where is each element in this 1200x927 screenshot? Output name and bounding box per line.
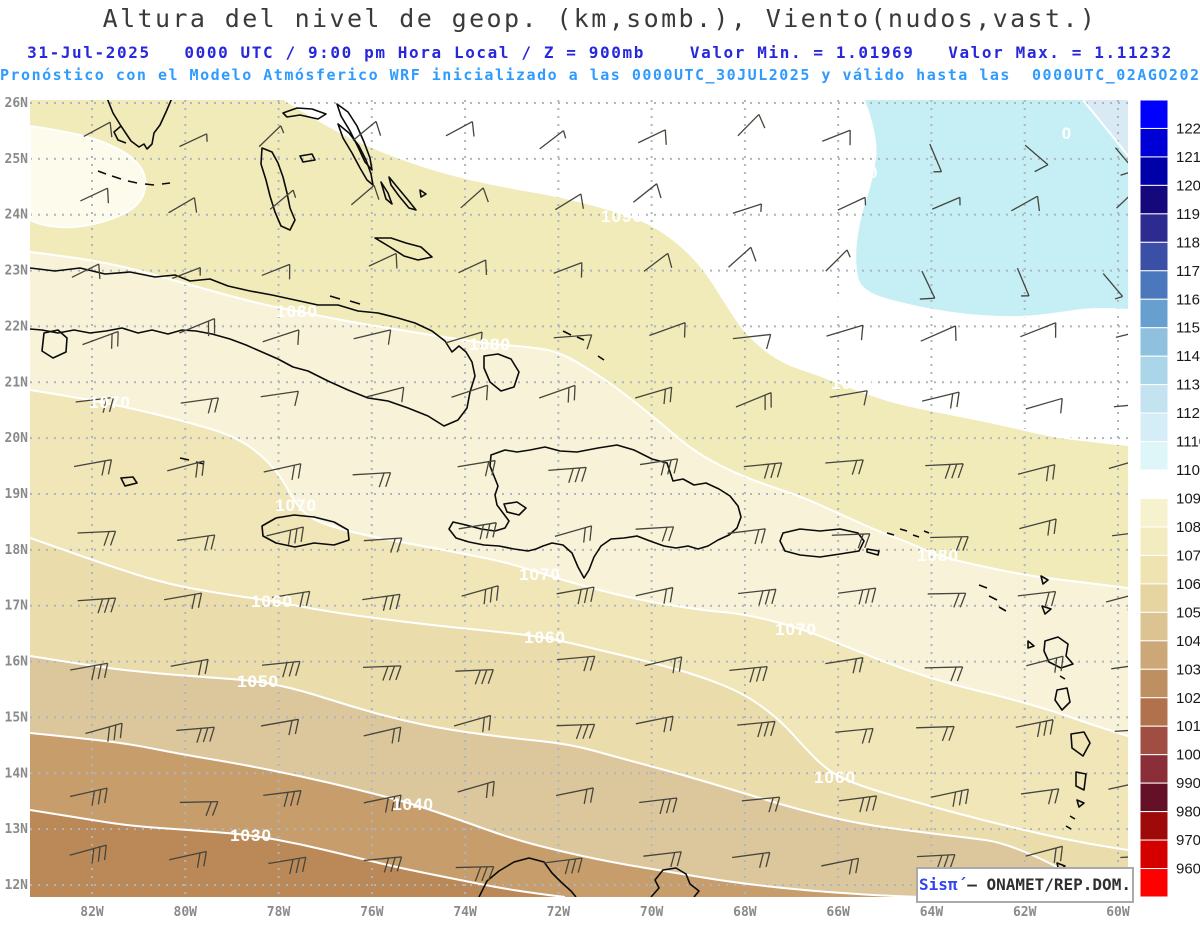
- watermark-brand: Sisπ́: [919, 875, 958, 894]
- svg-text:14N: 14N: [5, 766, 29, 781]
- svg-text:1070: 1070: [1176, 547, 1200, 564]
- svg-text:1080: 1080: [1176, 519, 1200, 536]
- colorbar: [1139, 99, 1169, 898]
- svg-text:970: 970: [1176, 832, 1200, 849]
- svg-text:1100: 1100: [838, 163, 879, 182]
- svg-text:1050: 1050: [1176, 604, 1200, 621]
- svg-text:1040: 1040: [392, 795, 434, 814]
- svg-text:1160: 1160: [1176, 291, 1200, 308]
- svg-text:1210: 1210: [1176, 149, 1200, 166]
- svg-text:1100: 1100: [834, 295, 875, 314]
- svg-text:24N: 24N: [5, 208, 29, 223]
- svg-text:18N: 18N: [5, 543, 29, 558]
- local-high-pocket: [30, 126, 146, 228]
- svg-text:1070: 1070: [519, 565, 561, 584]
- svg-text:22N: 22N: [5, 319, 29, 334]
- svg-text:1080: 1080: [276, 302, 318, 321]
- svg-text:12N: 12N: [5, 878, 29, 893]
- svg-text:76W: 76W: [360, 905, 384, 920]
- svg-text:1150: 1150: [1176, 320, 1200, 337]
- svg-text:78W: 78W: [267, 905, 291, 920]
- svg-text:68W: 68W: [733, 905, 757, 920]
- svg-text:1070: 1070: [275, 496, 317, 515]
- svg-text:1060: 1060: [1176, 576, 1200, 593]
- svg-text:23N: 23N: [5, 264, 29, 279]
- map-field: 1080 1080 1090 1090 1100 1100 0 1070 1070 1070 107…: [30, 100, 1128, 897]
- colorbar-labels: 1220 1210 1200 1190 1180 1170 1160 1150 1140 1130…: [1176, 120, 1200, 877]
- svg-text:20N: 20N: [5, 431, 29, 446]
- svg-text:1050: 1050: [237, 672, 279, 691]
- axis-labels: 26N 25N 24N 23N 22N 21N 20N 19N 18N 17N 16N 15N 14N 1…: [5, 96, 1130, 920]
- svg-text:82W: 82W: [80, 905, 104, 920]
- svg-text:1090: 1090: [831, 374, 873, 393]
- svg-text:1130: 1130: [1176, 377, 1200, 394]
- svg-text:1060: 1060: [524, 628, 566, 647]
- svg-text:26N: 26N: [5, 96, 29, 111]
- svg-text:60W: 60W: [1106, 905, 1130, 920]
- svg-text:74W: 74W: [453, 905, 477, 920]
- svg-text:66W: 66W: [826, 905, 850, 920]
- svg-text:1190: 1190: [1176, 206, 1200, 223]
- svg-text:1220: 1220: [1176, 120, 1200, 137]
- svg-text:1180: 1180: [1176, 234, 1200, 251]
- svg-text:62W: 62W: [1013, 905, 1037, 920]
- svg-text:1070: 1070: [775, 620, 817, 639]
- svg-text:1060: 1060: [251, 592, 293, 611]
- svg-text:17N: 17N: [5, 599, 29, 614]
- contour-labels: 1080 1080 1090 1090 1100 1100 0 1070 1070 1070 107…: [89, 124, 1072, 845]
- run-info-line: 31-Jul-2025 0000 UTC / 9:00 pm Hora Loca…: [27, 43, 1173, 62]
- svg-text:70W: 70W: [640, 905, 664, 920]
- svg-text:64W: 64W: [920, 905, 944, 920]
- svg-text:1060: 1060: [814, 768, 856, 787]
- height-contours: [30, 100, 1128, 897]
- svg-text:80W: 80W: [174, 905, 198, 920]
- svg-text:1040: 1040: [1176, 633, 1200, 650]
- watermark-org: – ONAMET/REP.DOM.: [957, 875, 1131, 894]
- svg-text:980: 980: [1176, 804, 1200, 821]
- watermark-box: Sisπ́ – ONAMET/REP.DOM.: [916, 867, 1134, 903]
- svg-text:1080: 1080: [917, 546, 959, 565]
- svg-text:19N: 19N: [5, 487, 29, 502]
- wind-barbs: [69, 113, 1128, 882]
- svg-text:1090: 1090: [1176, 491, 1200, 508]
- svg-text:1090: 1090: [601, 207, 643, 226]
- svg-text:1070: 1070: [89, 393, 131, 412]
- svg-text:1080: 1080: [469, 335, 511, 354]
- svg-text:21N: 21N: [5, 375, 29, 390]
- model-validity-line: Pronóstico con el Modelo Atmósferico WRF…: [0, 66, 1200, 84]
- svg-text:990: 990: [1176, 775, 1200, 792]
- svg-text:1030: 1030: [1176, 661, 1200, 678]
- svg-text:1170: 1170: [1176, 263, 1200, 280]
- svg-text:25N: 25N: [5, 152, 29, 167]
- svg-text:1020: 1020: [1176, 690, 1200, 707]
- svg-text:0: 0: [1062, 124, 1072, 143]
- svg-text:13N: 13N: [5, 822, 29, 837]
- svg-text:1100: 1100: [1176, 462, 1200, 479]
- svg-text:1140: 1140: [1176, 348, 1200, 365]
- page-title: Altura del nivel de geop. (km,somb.), Vi…: [102, 4, 1098, 33]
- svg-text:15N: 15N: [5, 710, 29, 725]
- svg-text:1200: 1200: [1176, 177, 1200, 194]
- svg-text:72W: 72W: [547, 905, 571, 920]
- svg-text:16N: 16N: [5, 655, 29, 670]
- svg-text:960: 960: [1176, 861, 1200, 878]
- graticule: [30, 100, 1128, 897]
- svg-text:1030: 1030: [230, 826, 272, 845]
